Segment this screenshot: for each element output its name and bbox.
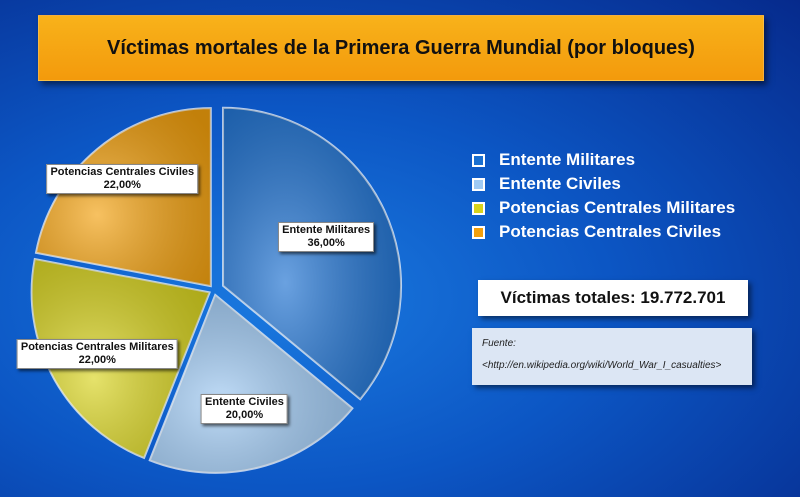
chart-title: Víctimas mortales de la Primera Guerra M… [107,36,695,59]
legend-item: Entente Civiles [472,172,735,196]
pie-slice-shading [223,107,402,400]
legend-swatch [472,201,485,215]
legend-label: Entente Militares [499,150,636,169]
total-victims: Víctimas totales: 19.772.701 [478,280,748,316]
slice-label-value: 22,00% [78,354,116,367]
slice-label: Entente Civiles 20,00% [201,393,288,424]
slice-label-name: Potencias Centrales Militares [20,341,174,354]
legend-swatch [472,177,485,191]
slice-label: Potencias Centrales Civiles 22,00% [46,164,199,195]
legend-item: Potencias Centrales Militares [472,196,735,220]
legend-label: Entente Civiles [499,174,621,193]
slice-label-name: Entente Civiles [205,395,284,408]
legend-swatch [472,153,485,167]
legend-label: Potencias Centrales Civiles [499,222,722,241]
source-url: <http://en.wikipedia.org/wiki/World_War_… [482,360,722,371]
pie-slice-shading [149,294,353,473]
slice-label-name: Entente Militares [282,224,371,237]
slice-label-value: 36,00% [307,237,345,250]
source-label: Fuente: [482,338,516,349]
legend-swatch [472,225,485,239]
slice-label: Entente Militares 36,00% [278,222,375,253]
legend-label: Potencias Centrales Militares [499,198,736,217]
slice-label: Potencias Centrales Militares 22,00% [16,339,178,370]
legend: Entente Militares Entente Civiles Potencia… [472,148,735,244]
chart-title-box: Víctimas mortales de la Primera Guerra M… [38,15,764,81]
pie-slice-shading [35,108,211,287]
legend-item: Potencias Centrales Civiles [472,220,735,244]
source-box: Fuente: <http://en.wikipedia.org/wiki/Wo… [472,328,752,385]
slice-label-value: 20,00% [225,408,264,421]
slice-label-name: Potencias Centrales Civiles [50,166,195,179]
legend-item: Entente Militares [472,148,735,172]
slice-label-value: 22,00% [103,179,141,192]
